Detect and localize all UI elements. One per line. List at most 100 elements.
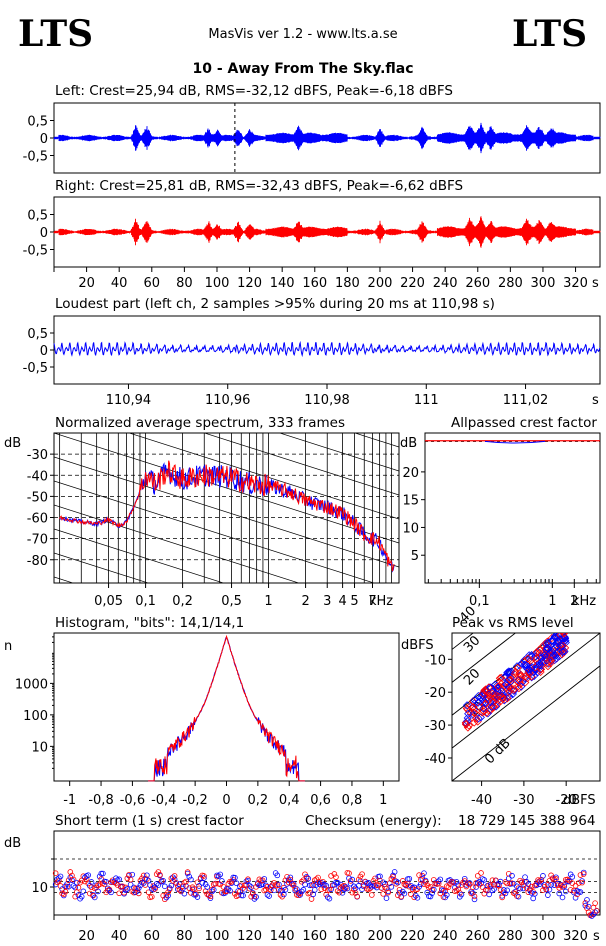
short-term-point xyxy=(179,883,186,889)
short-term-point xyxy=(336,889,343,896)
short-term-point xyxy=(297,892,303,898)
short-term-point xyxy=(422,879,429,885)
histogram-series-right xyxy=(148,634,305,782)
short-term-point xyxy=(165,892,171,899)
peak-rms-point xyxy=(546,656,556,665)
peak-rms-point xyxy=(493,683,502,693)
spectrum-slope-line xyxy=(54,552,150,583)
peak-rms-point xyxy=(481,698,490,707)
short-term-point xyxy=(561,883,567,890)
short-term-point xyxy=(390,872,396,879)
short-term-point xyxy=(129,871,136,878)
short-term-point xyxy=(593,907,600,914)
right-waveform-xtick-label: 100 xyxy=(205,276,230,291)
short-term-point xyxy=(152,886,158,892)
peak-rms-point xyxy=(544,640,553,649)
short-term-point xyxy=(305,875,312,882)
short-term-point xyxy=(116,890,122,897)
short-term-point xyxy=(246,882,253,889)
short-term-point xyxy=(540,887,546,894)
short-term-point xyxy=(486,891,492,898)
short-term-point xyxy=(75,884,82,891)
peak-rms-point xyxy=(560,633,569,642)
right_waveform-series xyxy=(53,216,601,248)
peak-rms-point xyxy=(552,654,561,663)
peak-rms-point xyxy=(502,680,511,689)
short-term-point xyxy=(582,900,589,906)
histogram-title: Histogram, "bits": 14,1/14,1 xyxy=(55,615,244,631)
short-term-point xyxy=(589,913,595,919)
short-term-point xyxy=(333,874,339,880)
short-term-point xyxy=(126,872,132,878)
peak-rms-point xyxy=(560,647,569,656)
short-term-xtick-label: 160 xyxy=(302,929,327,944)
checksum-label: Checksum (energy): xyxy=(305,813,442,829)
short-term-point xyxy=(135,890,142,897)
peak-rms-ytick-label: -30 xyxy=(425,719,446,734)
right-waveform-xtick-label: 320 xyxy=(563,276,588,291)
spectrum-series-right xyxy=(59,460,395,572)
short-term-point xyxy=(427,883,434,890)
short-term-point xyxy=(124,886,131,892)
crest-xtick-label: 2 xyxy=(570,594,578,609)
histogram-xtick-label: 0,8 xyxy=(342,793,363,808)
short-term-point xyxy=(171,873,178,879)
short-term-point xyxy=(184,869,191,875)
histogram-xtick-label: -0,6 xyxy=(120,793,145,808)
peak-rms-point xyxy=(486,693,495,702)
short-term-point xyxy=(349,889,356,896)
short-term-point xyxy=(240,892,246,899)
short-term-xtick-label: 300 xyxy=(531,929,556,944)
peak-rms-point xyxy=(494,682,503,691)
peak-rms-point xyxy=(470,718,479,727)
short-term-point xyxy=(196,883,202,889)
loudest-xunit: s xyxy=(592,393,599,408)
short-term-point xyxy=(201,873,207,879)
peak-rms-point xyxy=(543,662,553,671)
peak-rms-xtick-label: -20 xyxy=(556,793,577,808)
short-term-point xyxy=(192,890,199,897)
peak-rms-point xyxy=(537,661,546,670)
spectrum-slope-line xyxy=(54,433,399,544)
short-term-point xyxy=(344,885,351,892)
short-term-xtick-label: 240 xyxy=(433,929,458,944)
short-term-point xyxy=(354,893,360,900)
peak-rms-ytick-label: -20 xyxy=(425,686,446,701)
spectrum-xtick-label: 0,5 xyxy=(221,594,242,609)
spectrum-slope-line xyxy=(278,433,399,472)
spectrum-slope-line xyxy=(54,504,300,583)
spectrum-frame xyxy=(53,432,400,584)
spectrum-ylabel: dB xyxy=(4,436,21,451)
peak-rms-diag-line xyxy=(452,633,517,683)
short-term-point xyxy=(157,872,163,878)
short-term-point xyxy=(559,894,566,901)
left_waveform-ytick-label: 0 xyxy=(40,132,48,147)
short-term-point xyxy=(359,871,365,877)
loudest-part-title: Loudest part (left ch, 2 samples >95% du… xyxy=(55,296,495,312)
short-term-point xyxy=(377,877,383,884)
peak-rms-diag-label: 0 dB xyxy=(482,736,514,768)
short-term-point xyxy=(572,895,579,901)
short-term-xtick-label: 20 xyxy=(78,929,95,944)
short-term-point xyxy=(237,888,243,895)
crest-xunit: kHz xyxy=(572,594,596,609)
short-term-point xyxy=(474,880,481,886)
peak-rms-point xyxy=(464,721,474,730)
histogram-xtick-label: -0,4 xyxy=(151,793,176,808)
spectrum-grid xyxy=(54,433,399,583)
short-term-point xyxy=(264,892,271,898)
short-term-point xyxy=(284,874,290,880)
short-term-point xyxy=(419,876,426,882)
short-term-point xyxy=(505,875,512,882)
right-waveform-xtick-label: 280 xyxy=(498,276,523,291)
short-term-point xyxy=(351,886,357,893)
short-term-point xyxy=(538,878,545,885)
peak-rms-point xyxy=(557,642,566,651)
short-term-point xyxy=(227,887,233,894)
short-term-point xyxy=(199,880,206,886)
short-term-point xyxy=(88,879,95,885)
short-term-xtick-label: 140 xyxy=(270,929,295,944)
spectrum-ytick-label: -40 xyxy=(27,469,48,484)
short-term-point xyxy=(429,890,435,896)
short-term-point xyxy=(396,886,403,893)
